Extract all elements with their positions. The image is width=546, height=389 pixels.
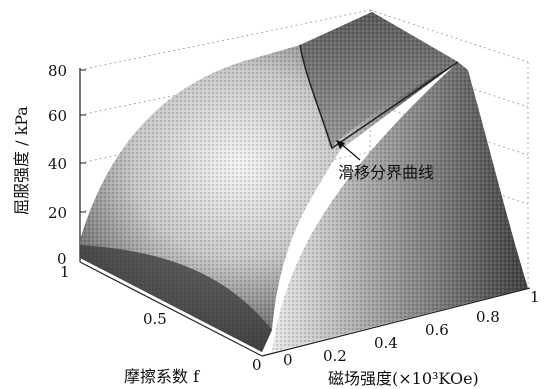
- slip-boundary-curve: [299, 44, 459, 150]
- z-tick-labels: 80 60 40 20 0: [48, 62, 67, 268]
- z-tick-label: 20: [48, 204, 67, 222]
- x-tick-label: 0.8: [476, 308, 500, 326]
- y-tick-label: 0: [252, 356, 262, 374]
- x-axis-label: 磁场强度(×10³KOe): [328, 369, 479, 388]
- y-tick-label: 0.5: [143, 310, 167, 328]
- x-tick-label: 0.2: [323, 347, 347, 365]
- x-tick-label: 0.6: [425, 321, 449, 339]
- z-tick-label: 80: [48, 62, 67, 80]
- y-tick-label: 1: [60, 263, 70, 281]
- z-tick-label: 0: [57, 250, 67, 268]
- y-tick-labels: 1 0.5 0: [60, 263, 262, 374]
- x-tick-labels: 0 0.2 0.4 0.6 0.8 1: [283, 288, 540, 369]
- base-axes: [79, 261, 531, 357]
- x-tick-label: 1: [530, 288, 540, 306]
- x-tick-label: 0: [283, 351, 293, 369]
- annotation: 滑移分界曲线: [336, 140, 434, 182]
- annotation-label: 滑移分界曲线: [338, 163, 434, 182]
- y-axis-label: 摩擦系数 f: [124, 367, 200, 386]
- z-tick-label: 40: [48, 155, 67, 173]
- z-axis-label: 屈服强度 / kPa: [12, 106, 31, 215]
- x-tick-label: 0.4: [374, 334, 398, 352]
- surface-front-face: [80, 245, 272, 352]
- z-tick-label: 60: [48, 107, 67, 125]
- surface: [80, 12, 528, 352]
